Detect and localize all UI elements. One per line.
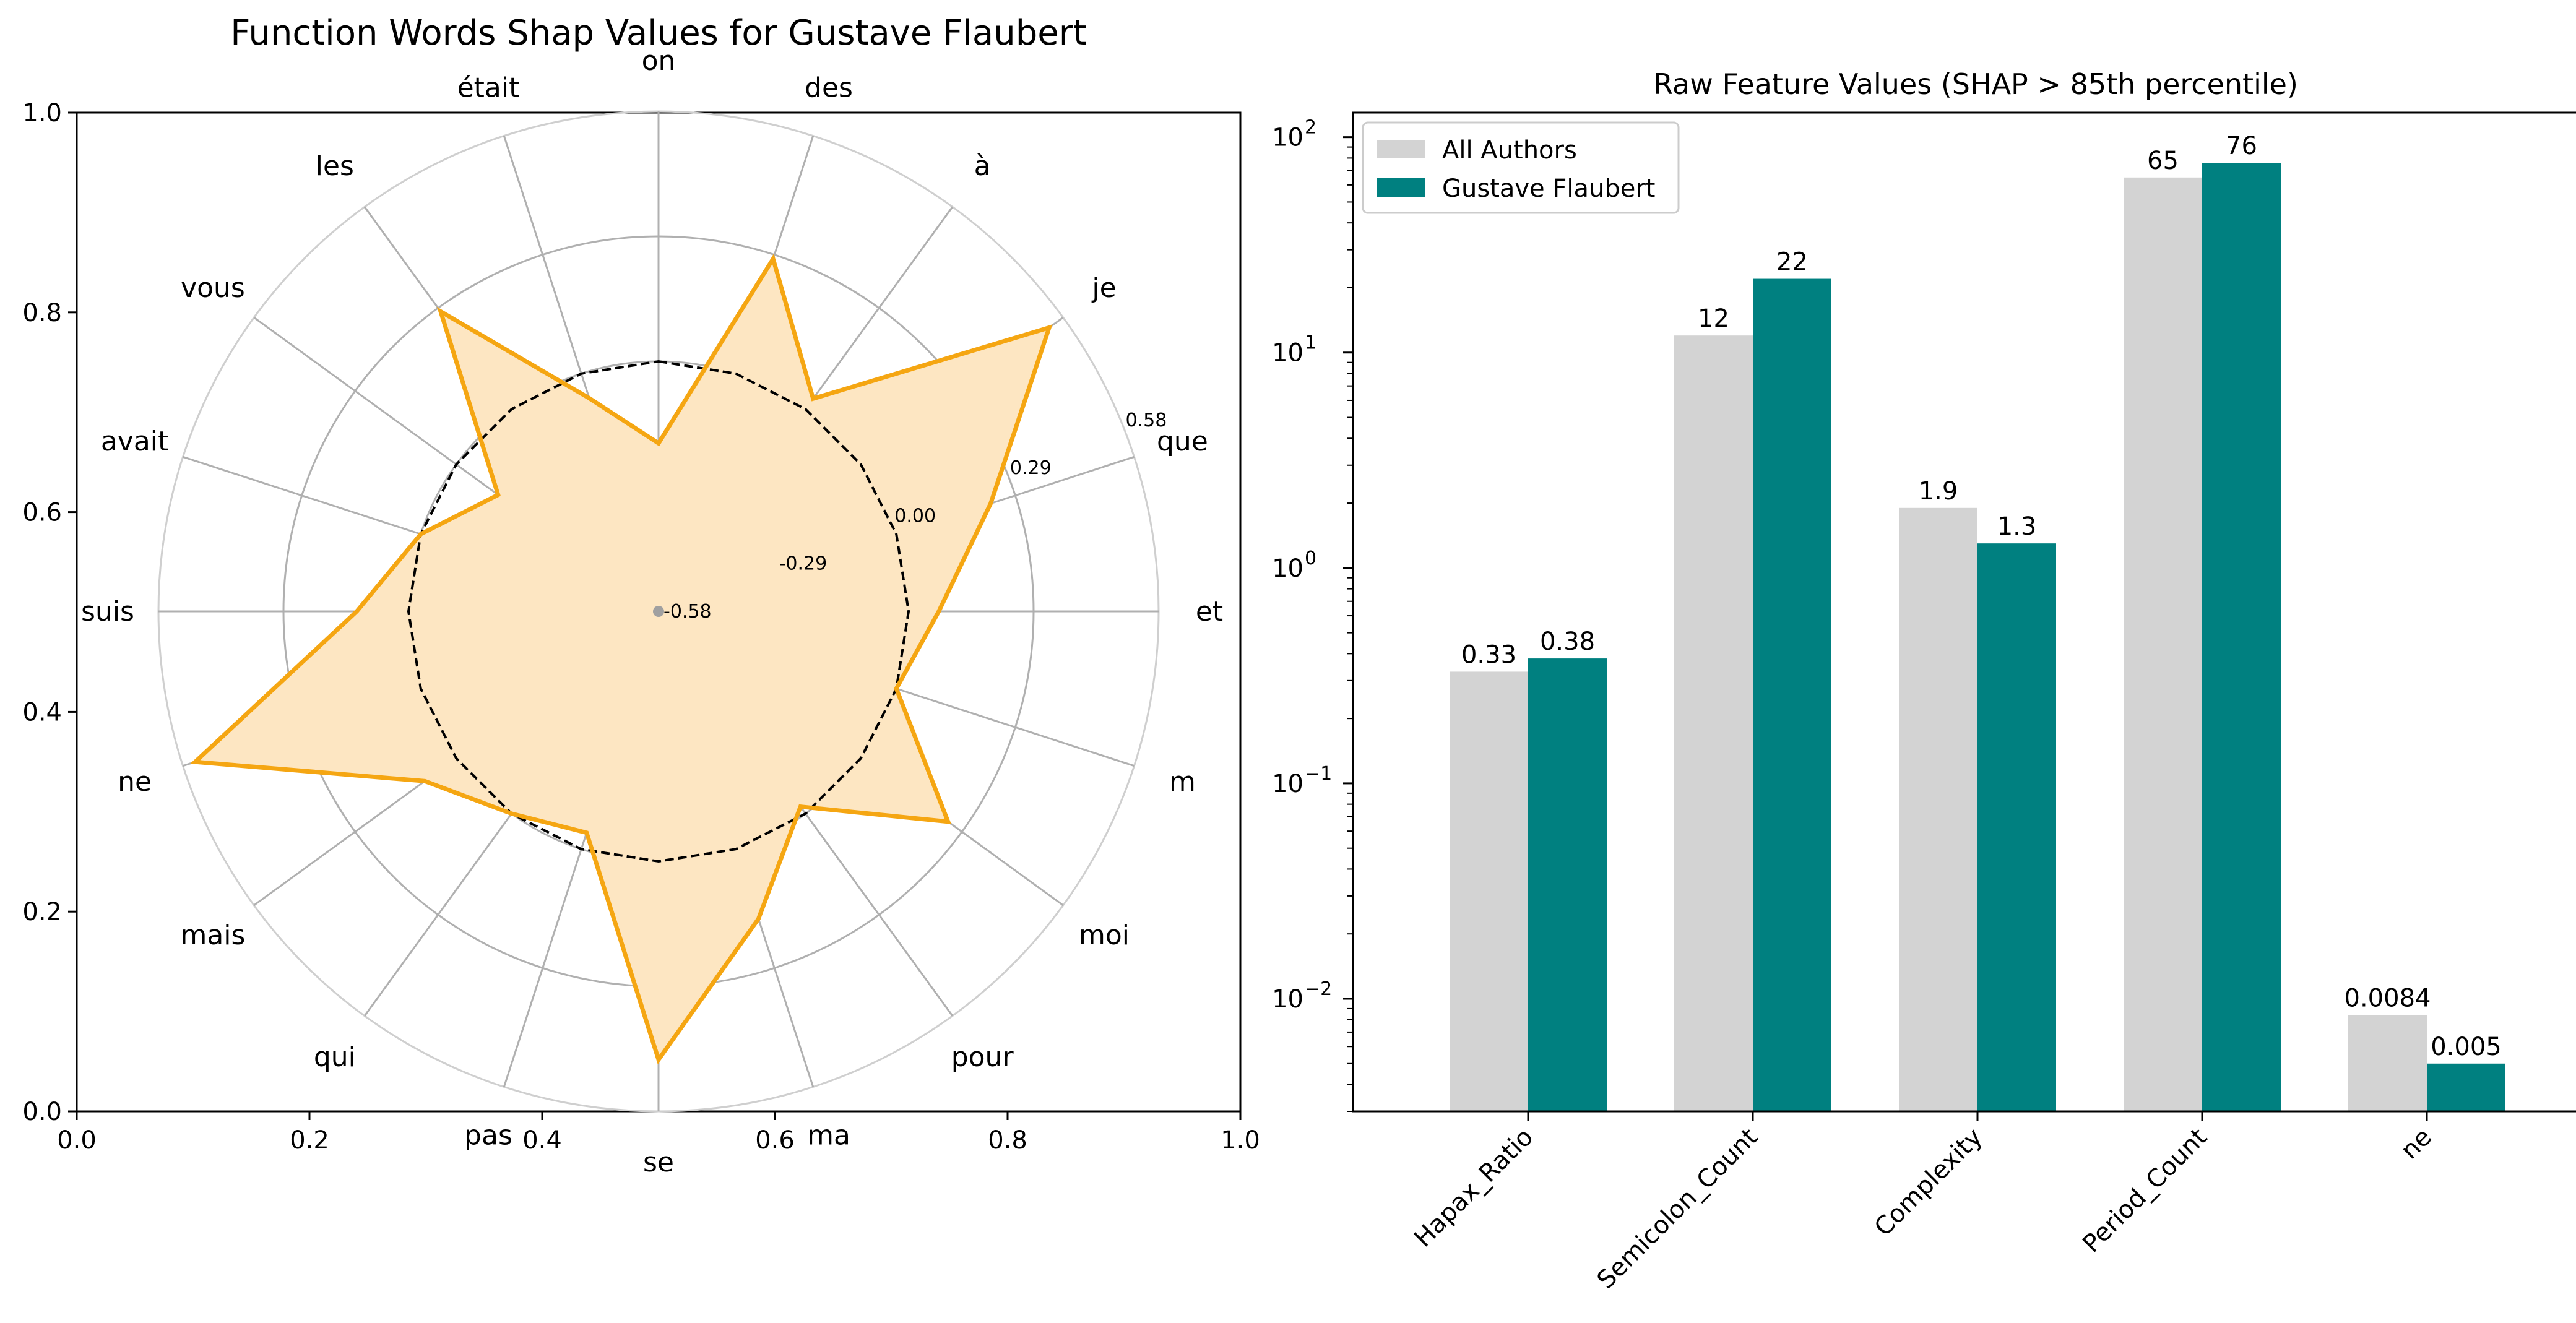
bar-xtick-label: Semicolon_Count xyxy=(1592,1123,1763,1295)
bar-all-authors xyxy=(1674,335,1753,1111)
radar-xtick-label: 0.6 xyxy=(755,1126,795,1155)
bar-all-authors xyxy=(2348,1015,2427,1111)
bar-author xyxy=(1753,278,1831,1111)
bar-ytick-exponent: −2 xyxy=(1305,978,1332,1000)
radar-xtick-label: 0.4 xyxy=(522,1126,562,1155)
bar-value-label: 0.005 xyxy=(2431,1033,2502,1061)
radar-value-fill xyxy=(195,259,1050,1060)
radar-spoke-labels: on des à je que et m moi pour ma se pas qui mais ne sui… xyxy=(81,45,1223,1178)
bar-author xyxy=(2427,1063,2505,1111)
radar-radial-labels: -0.58 -0.29 0.00 0.29 0.58 xyxy=(663,410,1167,623)
radar-spoke-label: ma xyxy=(807,1119,850,1151)
bar-ytick-label: 10 xyxy=(1272,985,1303,1014)
bar-value-label: 0.38 xyxy=(1540,627,1595,656)
radar-xtick-label: 0.2 xyxy=(290,1126,329,1155)
radar-frame-ticks: 0.0 0.2 0.4 0.6 0.8 1.0 0.0 0.2 0.4 0.6 0.8 1.0 xyxy=(22,99,1260,1155)
radar-ytick-label: 0.8 xyxy=(22,299,62,327)
bar-author xyxy=(2202,163,2281,1111)
bar-all-authors xyxy=(2124,177,2202,1112)
bar-xtick-label: Hapax_Ratio xyxy=(1409,1123,1539,1253)
radar-spoke-label: vous xyxy=(181,272,245,304)
radar-ytick-label: 1.0 xyxy=(22,99,62,127)
bar-ytick-label: 10 xyxy=(1272,554,1303,583)
bar-value-label: 22 xyxy=(1776,248,1808,277)
bar-ytick-exponent: −1 xyxy=(1305,763,1332,785)
radar-radial-label: 0.00 xyxy=(894,505,936,527)
legend-label: All Authors xyxy=(1442,136,1577,165)
radar-area xyxy=(190,253,1053,1065)
radar-xtick-label: 0.8 xyxy=(988,1126,1027,1155)
radar-ytick-label: 0.4 xyxy=(22,698,62,726)
bar-all-authors xyxy=(1899,507,1977,1111)
bar-xtick-label: Period_Count xyxy=(2077,1123,2213,1259)
radar-radial-label: -0.58 xyxy=(663,601,712,623)
radar-ytick-label: 0.6 xyxy=(22,499,62,527)
radar-spoke-label: suis xyxy=(81,596,134,627)
radar-spoke-label: qui xyxy=(314,1041,356,1073)
bar-title: Raw Feature Values (SHAP > 85th percenti… xyxy=(1653,67,2298,101)
radar-spoke-label: des xyxy=(805,72,853,104)
radar-spoke-label: m xyxy=(1169,766,1196,798)
bar-ytick-exponent: 1 xyxy=(1305,332,1316,354)
radar-radial-label: 0.58 xyxy=(1125,410,1167,431)
bar-ytick-label: 10 xyxy=(1272,124,1303,152)
radar-spoke-label: moi xyxy=(1079,920,1130,951)
bar-chart: Raw Feature Values (SHAP > 85th percenti… xyxy=(1272,67,2576,1295)
radar-value-line xyxy=(190,253,1053,1065)
bar-frame xyxy=(1352,111,2576,1113)
radar-spoke-label: et xyxy=(1196,596,1223,627)
bar-value-label: 12 xyxy=(1698,304,1729,333)
radar-title: Function Words Shap Values for Gustave F… xyxy=(230,13,1086,53)
radar-ytick-label: 0.2 xyxy=(22,898,62,926)
legend-box xyxy=(1362,121,1680,214)
radar-spoke-label: que xyxy=(1157,426,1208,457)
radar-spoke-label: les xyxy=(316,150,354,182)
radar-spoke-label: était xyxy=(457,72,520,104)
bar-xtick-label: ne xyxy=(2395,1123,2437,1165)
radar-chart: Function Words Shap Values for Gustave F… xyxy=(22,13,1260,1178)
radar-spoke-label: mais xyxy=(180,920,245,951)
bar-author xyxy=(1528,658,1607,1111)
radar-baseline xyxy=(407,360,910,863)
legend-label: Gustave Flaubert xyxy=(1442,175,1656,203)
bar-value-label: 65 xyxy=(2147,147,2179,175)
bar-xtick-label: Complexity xyxy=(1869,1123,1988,1242)
radar-radial-label: -0.29 xyxy=(779,553,828,575)
radar-ytick-label: 0.0 xyxy=(22,1098,62,1126)
bar-ytick-label: 10 xyxy=(1272,339,1303,368)
bar-x-axis: Hapax_Ratio Semicolon_Count Complexity Peri… xyxy=(1409,1111,2437,1295)
radar-center xyxy=(653,606,664,617)
bar-value-label: 76 xyxy=(2226,132,2257,160)
bar-value-label: 0.33 xyxy=(1461,640,1516,669)
legend-swatch xyxy=(1377,140,1425,158)
bar-value-label: 1.3 xyxy=(1997,512,2037,541)
bar-legend: All Authors Gustave Flaubert xyxy=(1362,121,1680,214)
radar-spoke-label: pour xyxy=(951,1041,1014,1073)
bar-ytick-exponent: 0 xyxy=(1305,548,1316,569)
radar-spoke-label: pas xyxy=(464,1119,512,1151)
bar-ytick-label: 10 xyxy=(1272,770,1303,798)
bar-value-label: 0.0084 xyxy=(2345,984,2431,1012)
radar-xtick-label: 1.0 xyxy=(1221,1126,1260,1155)
radar-spoke-label: ne xyxy=(118,766,152,798)
legend-swatch xyxy=(1377,178,1425,197)
radar-xtick-label: 0.0 xyxy=(57,1126,97,1155)
radar-spoke-label: se xyxy=(643,1147,674,1178)
radar-spoke-label: je xyxy=(1091,272,1116,304)
bar-value-label: 1.9 xyxy=(1919,477,1958,506)
bar-ytick-exponent: 2 xyxy=(1305,117,1316,139)
bar-author xyxy=(1977,543,2056,1111)
radar-radial-label: 0.29 xyxy=(1010,457,1052,479)
radar-spoke-label: avait xyxy=(101,426,168,457)
radar-spoke-label: on xyxy=(642,45,676,77)
bar-all-authors xyxy=(1450,671,1528,1111)
radar-spoke-label: à xyxy=(974,150,991,182)
